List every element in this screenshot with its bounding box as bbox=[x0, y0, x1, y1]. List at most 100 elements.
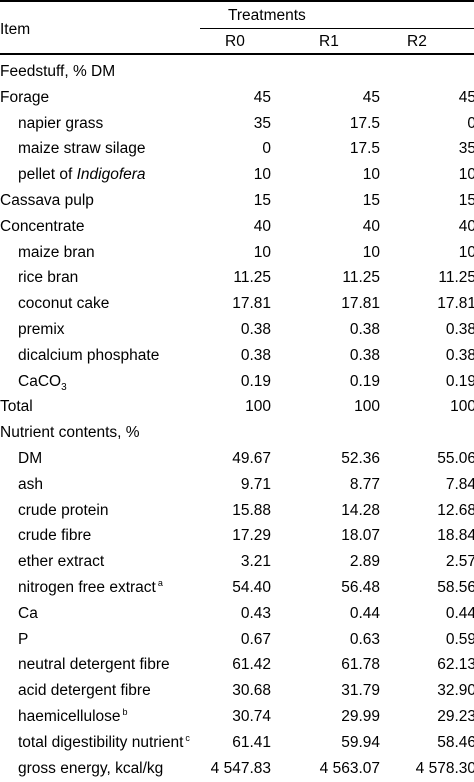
table-cell-r1: 100 bbox=[354, 398, 380, 415]
table-cell-r1: 15 bbox=[362, 192, 380, 209]
table-cell-r2: 0.19 bbox=[445, 373, 474, 390]
table-cell-r2: 0.44 bbox=[445, 605, 474, 622]
row-label-footnote-mark: a bbox=[157, 577, 163, 588]
table-cell-r0: 10 bbox=[253, 166, 271, 183]
table-cell-r0: 15.88 bbox=[232, 502, 271, 519]
row-label-text: premix bbox=[18, 321, 65, 338]
table-cell-r0: 3.21 bbox=[240, 553, 271, 570]
row-label: haemicellulose b bbox=[18, 707, 128, 727]
row-label-footnote-mark: c bbox=[185, 732, 190, 743]
table-cell-r2: 10 bbox=[458, 166, 474, 183]
row-label: maize straw silage bbox=[18, 139, 146, 159]
table-cell-r1: 0.38 bbox=[349, 321, 380, 338]
table-cell-r2: 62.13 bbox=[437, 656, 474, 673]
row-label: acid detergent fibre bbox=[18, 681, 151, 701]
table-cell-r2: 17.81 bbox=[437, 295, 474, 312]
row-label-text: crude protein bbox=[18, 502, 109, 519]
table-cell-r0: 0.38 bbox=[240, 347, 271, 364]
table-cell-r2: 0 bbox=[467, 115, 474, 132]
row-label: Cassava pulp bbox=[0, 191, 94, 211]
table-cell-r0: 11.25 bbox=[233, 269, 271, 286]
table-cell-r1: 14.28 bbox=[341, 502, 380, 519]
column-header-r1: R1 bbox=[319, 33, 339, 50]
column-header-r2: R2 bbox=[407, 33, 427, 50]
table-cell-r2: 2.57 bbox=[445, 553, 474, 570]
row-label-text: pellet of bbox=[18, 166, 77, 183]
row-label: ether extract bbox=[18, 552, 104, 572]
row-label: CaCO3 bbox=[18, 372, 67, 393]
row-label-text: CaCO bbox=[18, 373, 62, 390]
table-cell-r2: 15 bbox=[458, 192, 474, 209]
table-cell-r1: 2.89 bbox=[349, 553, 380, 570]
table-cell-r2: 18.84 bbox=[437, 527, 474, 544]
row-label: ash bbox=[18, 475, 43, 495]
table-cell-r0: 0.38 bbox=[240, 321, 271, 338]
row-label: Concentrate bbox=[0, 217, 84, 237]
row-label: dicalcium phosphate bbox=[18, 346, 159, 366]
table-cell-r1: 40 bbox=[362, 218, 380, 235]
table-cell-r1: 11.25 bbox=[342, 269, 380, 286]
row-label: pellet of Indigofera bbox=[18, 165, 146, 185]
row-label: rice bran bbox=[18, 268, 78, 288]
treatments-span-rule bbox=[200, 28, 474, 29]
column-header-r0: R0 bbox=[225, 33, 245, 50]
table-cell-r0: 0.19 bbox=[240, 373, 271, 390]
row-label: nitrogen free extract a bbox=[18, 578, 163, 598]
table-cell-r2: 12.68 bbox=[437, 502, 474, 519]
table-cell-r0: 61.42 bbox=[232, 656, 271, 673]
table-cell-r1: 56.48 bbox=[341, 579, 380, 596]
row-label-text: Ca bbox=[18, 605, 38, 622]
treatments-header: Treatments bbox=[228, 7, 306, 24]
table-cell-r2: 11.25 bbox=[438, 269, 474, 286]
row-label: P bbox=[18, 630, 28, 650]
row-label: napier grass bbox=[18, 114, 103, 134]
row-label: crude protein bbox=[18, 501, 108, 521]
table-cell-r0: 54.40 bbox=[232, 579, 271, 596]
row-label-text: crude fibre bbox=[18, 527, 92, 544]
row-label-text: haemicellulose bbox=[18, 708, 121, 725]
row-label-text: total digestibility nutrient bbox=[18, 734, 184, 751]
table-cell-r0: 45 bbox=[253, 89, 271, 106]
row-label-text: neutral detergent fibre bbox=[18, 656, 170, 673]
table-cell-r1: 18.07 bbox=[341, 527, 380, 544]
row-label: Nutrient contents, % bbox=[0, 423, 140, 443]
table-cell-r2: 7.84 bbox=[445, 476, 474, 493]
row-label-text: P bbox=[18, 631, 29, 648]
row-label-text: Concentrate bbox=[0, 218, 85, 235]
table-cell-r1: 17.5 bbox=[349, 140, 380, 157]
header-bottom-rule bbox=[0, 53, 474, 55]
table-cell-r0: 15 bbox=[253, 192, 271, 209]
table-cell-r0: 0.43 bbox=[240, 605, 271, 622]
table-cell-r0: 49.67 bbox=[232, 450, 271, 467]
row-label-text: ether extract bbox=[18, 553, 105, 570]
table-cell-r1: 52.36 bbox=[341, 450, 380, 467]
table-cell-r1: 8.77 bbox=[349, 476, 380, 493]
row-label: Total bbox=[0, 397, 33, 417]
row-label-text: acid detergent fibre bbox=[18, 682, 151, 699]
row-label-text: Nutrient contents, % bbox=[0, 424, 140, 441]
table-cell-r2: 55.06 bbox=[437, 450, 474, 467]
row-label-text: coconut cake bbox=[18, 295, 110, 312]
row-label: total digestibility nutrient c bbox=[18, 733, 190, 753]
table-cell-r2: 29.23 bbox=[437, 708, 474, 725]
table-cell-r1: 0.63 bbox=[349, 631, 380, 648]
table-cell-r1: 61.78 bbox=[341, 656, 380, 673]
table-cell-r0: 35 bbox=[253, 115, 271, 132]
row-label-text: Forage bbox=[0, 89, 50, 106]
row-label-text: maize straw silage bbox=[18, 140, 146, 157]
table-cell-r0: 0 bbox=[262, 140, 271, 157]
row-label: Feedstuff, % DM bbox=[0, 62, 115, 82]
row-label: neutral detergent fibre bbox=[18, 655, 170, 675]
table-cell-r1: 0.19 bbox=[349, 373, 380, 390]
row-label-text: rice bran bbox=[18, 269, 79, 286]
table-cell-r1: 0.38 bbox=[349, 347, 380, 364]
row-label: Forage bbox=[0, 88, 49, 108]
row-label: Ca bbox=[18, 604, 38, 624]
row-label-text: nitrogen free extract bbox=[18, 579, 156, 596]
table-cell-r2: 0.59 bbox=[445, 631, 474, 648]
table-cell-r2: 45 bbox=[458, 89, 474, 106]
table-cell-r1: 17.81 bbox=[341, 295, 380, 312]
table-cell-r0: 17.29 bbox=[232, 527, 271, 544]
table-cell-r0: 9.71 bbox=[240, 476, 271, 493]
table-cell-r2: 58.56 bbox=[437, 579, 474, 596]
